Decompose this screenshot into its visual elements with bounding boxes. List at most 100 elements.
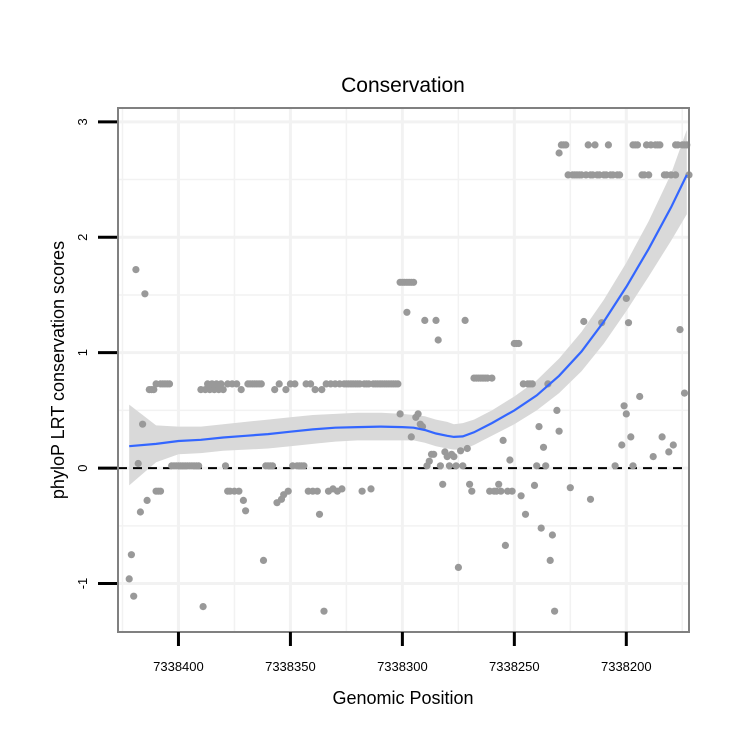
y-tick-label: 2 [75,234,90,241]
data-point [497,487,505,495]
data-point [454,563,462,572]
data-point [544,380,552,388]
data-point [495,480,503,488]
data-point [555,149,563,157]
data-point [367,485,375,493]
data-point [517,492,525,500]
data-point [233,380,241,388]
data-point [622,410,630,418]
smooth-trend-line [129,174,688,448]
data-point [315,510,324,518]
data-point [358,487,366,495]
data-point [488,374,496,382]
data-point [584,141,592,149]
data-point [616,171,624,179]
data-point [136,508,144,516]
data-point [457,447,465,455]
data-point [221,462,230,470]
data-point [533,462,541,470]
data-point [591,141,599,149]
data-point [156,487,165,495]
data-point [463,444,471,453]
data-point [542,462,550,470]
x-tick-label: 7338300 [377,659,428,674]
data-point [239,496,247,504]
data-point [414,410,422,418]
data-point [636,392,644,401]
y-tick-label: 0 [75,464,90,471]
data-point [430,450,438,458]
data-point [410,278,418,286]
data-point [275,380,283,388]
data-point [271,386,279,394]
data-point [199,603,207,611]
data-point [268,462,277,470]
data-point [320,607,328,615]
x-axis-label: Genomic Position [332,688,473,708]
data-point [425,457,433,465]
data-point [242,507,250,515]
chart-title: Conservation [341,74,465,97]
data-point [282,386,290,394]
data-point [633,141,642,149]
data-point [528,380,536,388]
data-point [669,441,677,449]
confidence-band [129,129,687,486]
data-point [468,487,476,495]
data-point [622,294,630,302]
data-point [219,386,227,394]
data-point [566,484,574,492]
data-point [459,462,467,470]
data-point [665,448,673,456]
y-axis-label: phyloP LRT conservation scores [48,241,68,499]
data-point [130,592,138,600]
data-point [627,433,635,441]
data-point [338,485,346,493]
data-point [586,495,595,503]
data-point [618,441,626,449]
data-point [539,443,548,451]
y-tick-label: 1 [75,349,90,356]
x-tick-label: 7338350 [265,659,316,674]
data-points [125,141,693,615]
data-point [195,462,203,470]
data-point [318,386,326,394]
data-point [604,141,613,149]
y-tick-label: -1 [75,578,90,590]
grid-lines [118,108,689,632]
data-point [300,462,308,470]
data-point [421,316,429,324]
data-point [307,380,315,388]
data-point [546,556,554,565]
data-point [439,480,447,488]
data-point [548,531,557,539]
data-point [394,380,402,388]
data-point [658,433,666,441]
data-point [313,487,321,495]
data-point [535,423,543,431]
data-point [620,402,628,410]
data-point [432,316,440,324]
data-point [499,436,507,444]
data-point [125,575,133,583]
data-point [127,551,135,559]
data-point [537,524,545,532]
data-point [656,141,664,149]
data-point [680,389,689,397]
data-point [521,510,530,518]
data-point [676,326,684,334]
data-point [466,480,474,488]
data-point [259,556,268,565]
y-tick-label: 3 [75,118,90,125]
data-point [434,336,442,344]
data-point [311,386,319,394]
data-point [235,487,243,495]
data-point [562,141,570,149]
data-point [284,487,292,495]
x-tick-label: 7338200 [601,659,652,674]
data-point [143,496,151,504]
data-point [508,487,516,495]
data-point [403,308,411,316]
data-point [461,316,469,324]
data-point [445,462,453,470]
